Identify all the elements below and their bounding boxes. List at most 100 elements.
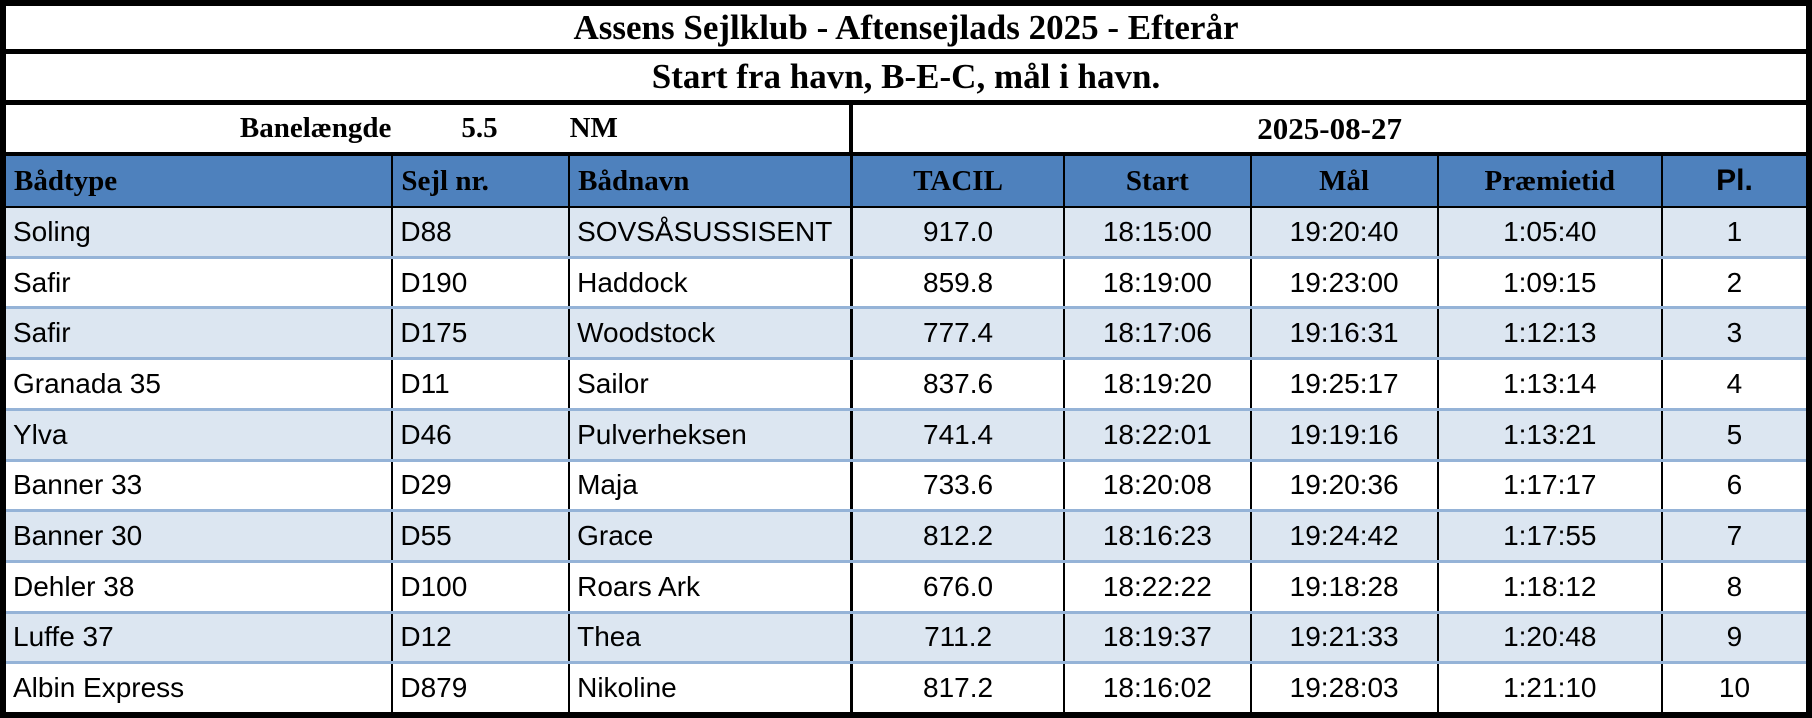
meta-row: Banelængde 5.5 NM 2025-08-27 <box>6 105 1806 156</box>
cell-start: 18:20:08 <box>1065 461 1252 510</box>
cell-sailno: D46 <box>393 410 571 459</box>
cell-adjtime: 1:13:14 <box>1439 360 1664 408</box>
cell-finish: 19:25:17 <box>1252 360 1439 408</box>
cell-tacil: 711.2 <box>853 613 1065 662</box>
table-row: Luffe 37 D12 Thea 711.2 18:19:37 19:21:33 1:20… <box>6 610 1806 662</box>
cell-tacil: 777.4 <box>853 309 1065 358</box>
cell-sailno: D55 <box>393 512 571 560</box>
cell-tacil: 741.4 <box>853 410 1065 459</box>
table-header-row: Bådtype Sejl nr. Bådnavn TACIL Start Mål… <box>6 156 1806 208</box>
cell-boatname: Haddock <box>570 258 854 307</box>
cell-start: 18:19:37 <box>1065 613 1252 662</box>
cell-finish: 19:23:00 <box>1252 258 1439 307</box>
column-header-boatname: Bådnavn <box>570 156 854 206</box>
column-header-tacil: TACIL <box>853 156 1065 206</box>
course-length-unit: NM <box>569 112 618 144</box>
cell-boatname: Woodstock <box>570 309 854 358</box>
cell-start: 18:19:00 <box>1065 258 1252 307</box>
table-row: Banner 33 D29 Maja 733.6 18:20:08 19:20:36 1:1… <box>6 458 1806 510</box>
table-row: Banner 30 D55 Grace 812.2 18:16:23 19:24:42 1:… <box>6 509 1806 560</box>
cell-finish: 19:21:33 <box>1252 613 1439 662</box>
cell-boatname: SOVSÅSUSSISENT <box>570 208 854 256</box>
cell-sailno: D175 <box>393 309 571 358</box>
cell-tacil: 817.2 <box>853 664 1065 712</box>
cell-boattype: Banner 30 <box>6 512 394 560</box>
cell-tacil: 733.6 <box>853 461 1065 510</box>
cell-start: 18:15:00 <box>1065 208 1252 256</box>
cell-place: 4 <box>1726 367 1743 399</box>
cell-finish: 19:19:16 <box>1252 410 1439 459</box>
table-row: Albin Express D879 Nikoline 817.2 18:16:02 19… <box>6 661 1806 712</box>
cell-start: 18:22:22 <box>1065 562 1252 611</box>
cell-sailno: D879 <box>393 664 571 712</box>
cell-boattype: Soling <box>6 208 394 256</box>
page-title: Assens Sejlklub - Aftensejlads 2025 - Ef… <box>6 6 1806 54</box>
cell-tacil: 812.2 <box>853 512 1065 560</box>
table-row: Safir D190 Haddock 859.8 18:19:00 19:23:00 1:0… <box>6 255 1806 307</box>
column-header-adjtime: Præmietid <box>1439 156 1664 206</box>
cell-boatname: Thea <box>570 613 854 662</box>
cell-adjtime: 1:18:12 <box>1439 562 1664 611</box>
table-row: Granada 35 D11 Sailor 837.6 18:19:20 19:25:17… <box>6 357 1806 408</box>
course-length-cell: Banelængde 5.5 NM <box>6 105 854 152</box>
cell-adjtime: 1:09:15 <box>1439 258 1664 307</box>
cell-adjtime: 1:20:48 <box>1439 613 1664 662</box>
cell-sailno: D100 <box>393 562 571 611</box>
table-row: Safir D175 Woodstock 777.4 18:17:06 19:16:31 1… <box>6 306 1806 358</box>
column-header-boattype: Bådtype <box>6 156 394 206</box>
course-length-label: Banelængde <box>239 112 392 144</box>
cell-place: 5 <box>1726 418 1743 450</box>
cell-boatname: Maja <box>570 461 854 510</box>
cell-adjtime: 1:17:55 <box>1439 512 1664 560</box>
cell-sailno: D11 <box>393 360 571 408</box>
cell-place: 2 <box>1726 266 1743 298</box>
cell-boatname: Roars Ark <box>570 562 854 611</box>
cell-place: 6 <box>1726 469 1743 501</box>
cell-boattype: Luffe 37 <box>6 613 394 662</box>
course-length-value: 5.5 <box>461 112 498 144</box>
cell-adjtime: 1:21:10 <box>1439 664 1664 712</box>
cell-tacil: 837.6 <box>853 360 1065 408</box>
cell-finish: 19:16:31 <box>1252 309 1439 358</box>
cell-boattype: Albin Express <box>6 664 394 712</box>
cell-start: 18:16:02 <box>1065 664 1252 712</box>
cell-start: 18:19:20 <box>1065 360 1252 408</box>
column-header-place: Pl. <box>1716 164 1753 197</box>
cell-boatname: Nikoline <box>570 664 854 712</box>
cell-sailno: D29 <box>393 461 571 510</box>
cell-place: 10 <box>1718 672 1751 704</box>
table-row: Soling D88 SOVSÅSUSSISENT 917.0 18:15:00 19:2… <box>6 208 1806 256</box>
cell-boattype: Dehler 38 <box>6 562 394 611</box>
cell-place: 1 <box>1726 215 1743 247</box>
results-table-body: Soling D88 SOVSÅSUSSISENT 917.0 18:15:00 19:2… <box>6 208 1806 712</box>
cell-sailno: D88 <box>393 208 571 256</box>
table-row: Dehler 38 D100 Roars Ark 676.0 18:22:22 19:18… <box>6 559 1806 611</box>
cell-place: 3 <box>1726 317 1743 349</box>
cell-finish: 19:20:40 <box>1252 208 1439 256</box>
cell-boattype: Granada 35 <box>6 360 394 408</box>
cell-adjtime: 1:05:40 <box>1439 208 1664 256</box>
cell-tacil: 676.0 <box>853 562 1065 611</box>
cell-sailno: D190 <box>393 258 571 307</box>
column-header-sailno: Sejl nr. <box>393 156 571 206</box>
cell-boatname: Grace <box>570 512 854 560</box>
cell-adjtime: 1:13:21 <box>1439 410 1664 459</box>
table-row: Ylva D46 Pulverheksen 741.4 18:22:01 19:19:16… <box>6 407 1806 459</box>
cell-finish: 19:24:42 <box>1252 512 1439 560</box>
column-header-start: Start <box>1065 156 1252 206</box>
cell-start: 18:17:06 <box>1065 309 1252 358</box>
cell-finish: 19:20:36 <box>1252 461 1439 510</box>
cell-place: 8 <box>1726 570 1743 602</box>
cell-boatname: Sailor <box>570 360 854 408</box>
page-subtitle: Start fra havn, B-E-C, mål i havn. <box>6 54 1806 105</box>
cell-boattype: Ylva <box>6 410 394 459</box>
cell-boattype: Banner 33 <box>6 461 394 510</box>
cell-tacil: 859.8 <box>853 258 1065 307</box>
cell-start: 18:22:01 <box>1065 410 1252 459</box>
cell-finish: 19:18:28 <box>1252 562 1439 611</box>
cell-place: 7 <box>1726 520 1743 552</box>
cell-boatname: Pulverheksen <box>570 410 854 459</box>
cell-adjtime: 1:12:13 <box>1439 309 1664 358</box>
cell-place: 9 <box>1726 621 1743 653</box>
